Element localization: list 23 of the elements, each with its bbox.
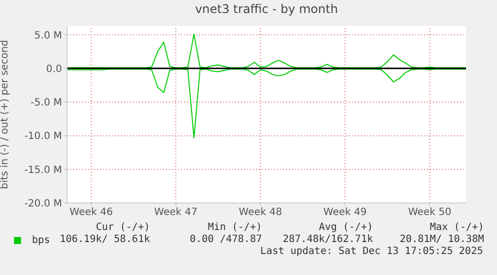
y-tick-label: 5.0 M [34,30,62,42]
y-tick-label: -5.0 M [30,98,62,109]
text: Max (-/+) [430,222,484,233]
text: 20.81M/ 10.38M [400,234,484,245]
x-tick-label: Week 47 [154,207,198,218]
y-tick-label: -10.0 M [24,131,62,142]
text: 106.19k/ 58.61k [60,234,150,245]
chart-title: vnet3 traffic - by month [194,2,339,16]
y-axis-title: bits in (-) / out (+) per second [0,40,11,190]
y-tick-label: -20.0 M [24,198,62,210]
x-tick-label: Week 48 [238,207,282,218]
text: Avg (-/+) [318,222,373,233]
text: 287.48k/162.71k [282,234,373,245]
y-tick-label: 0.0 [46,64,62,75]
x-tick-label: Week 50 [408,207,452,218]
legend-label: bps [31,235,50,246]
text: 0.00 /478.87 [190,234,262,245]
y-tick-label: -15.0 M [24,164,62,176]
text: Min (-/+) [208,222,262,233]
x-tick-label: Week 49 [323,207,367,218]
text: Cur (-/+) [96,222,150,233]
text: Last update: Sat Dec 13 17:05:25 2025 [260,246,483,257]
x-tick-label: Week 46 [70,207,113,218]
